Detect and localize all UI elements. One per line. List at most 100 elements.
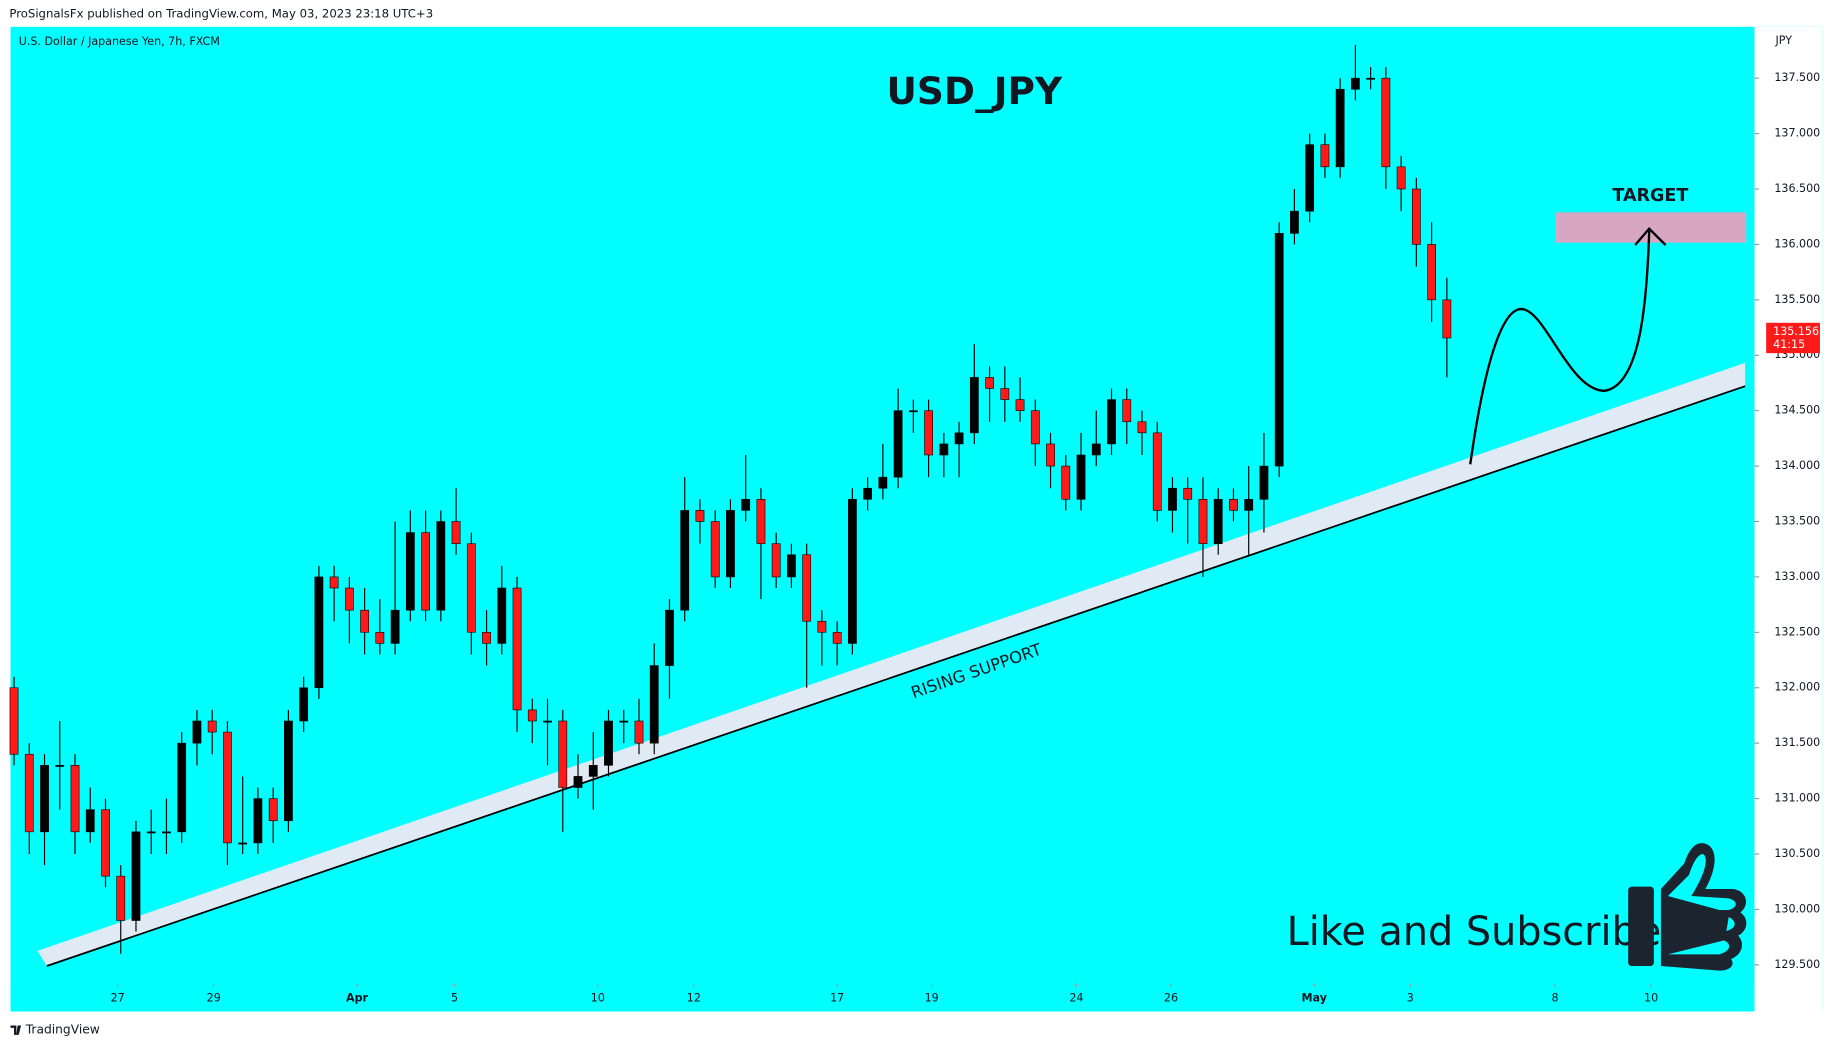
target-zone <box>1555 212 1747 243</box>
candle-body <box>726 510 735 578</box>
candle-body <box>1015 399 1025 411</box>
candle-body <box>131 831 141 921</box>
x-tick-label: 3 <box>1407 992 1414 1005</box>
projection-arrowhead <box>1634 226 1667 246</box>
candle-body <box>878 476 888 489</box>
candle-body <box>1427 244 1436 301</box>
candle-body <box>939 443 949 456</box>
candle-body <box>177 742 187 833</box>
x-tick-label: 12 <box>687 992 701 1005</box>
last-price-label: 135.156 <box>1773 325 1819 338</box>
y-tick-label: 133.000 <box>1774 570 1820 583</box>
candle-body <box>1122 399 1132 423</box>
candle-body <box>70 765 80 833</box>
candle-body <box>405 532 415 611</box>
y-tick-label: 134.000 <box>1774 459 1820 472</box>
x-tick-label: 24 <box>1069 992 1083 1005</box>
candle-body <box>558 720 568 788</box>
candle-body <box>466 543 476 633</box>
candle-body <box>162 831 171 834</box>
candle-body <box>1091 443 1101 456</box>
candle-body <box>253 798 263 844</box>
x-tick-label: May <box>1302 992 1328 1005</box>
x-tick-label: 5 <box>451 992 458 1005</box>
candle-body <box>954 432 964 445</box>
y-tick-label: 137.000 <box>1774 127 1820 140</box>
y-tick-label: 136.000 <box>1774 237 1820 250</box>
candle-body <box>1290 210 1299 234</box>
candle-body <box>1000 388 1010 400</box>
x-tick-label: 10 <box>591 992 605 1005</box>
candle-body <box>238 842 248 845</box>
candle-body <box>268 798 278 822</box>
candle-body <box>192 720 202 744</box>
candle-body <box>1320 144 1330 168</box>
candle-body <box>299 687 309 722</box>
candle-body <box>543 720 552 723</box>
support-band <box>37 362 1746 966</box>
candle-body <box>116 875 126 921</box>
y-tick-label: 133.500 <box>1774 515 1820 528</box>
candle-body <box>1168 487 1177 511</box>
y-tick-label: 135.500 <box>1774 293 1820 306</box>
candle-body <box>695 510 705 522</box>
candle-body <box>1076 454 1086 500</box>
projection-curve <box>1469 230 1651 465</box>
candle-body <box>1411 188 1421 245</box>
x-tick-label: Apr <box>346 992 369 1005</box>
footer-brand: TradingView <box>25 1023 100 1037</box>
candle-body <box>375 632 385 644</box>
candle-body <box>634 720 644 744</box>
candle-body <box>619 720 629 723</box>
candle-body <box>710 521 720 578</box>
candle-body <box>604 720 613 766</box>
publish-header: ProSignalsFx published on TradingView.co… <box>9 7 433 21</box>
candle-body <box>390 609 400 644</box>
candle-body <box>1442 299 1452 339</box>
candle-body <box>817 620 827 633</box>
candle-body <box>101 809 110 877</box>
candle-body <box>969 377 979 434</box>
plot-background <box>10 26 1823 1012</box>
candle-body <box>680 510 690 611</box>
cta-text: Like and Subscribe <box>1287 909 1662 955</box>
candle-body <box>40 765 49 833</box>
candle-body <box>1229 499 1238 511</box>
candle-body <box>1213 499 1223 544</box>
candle-body <box>771 543 781 578</box>
candle-body <box>1061 465 1071 500</box>
y-tick-label: 130.000 <box>1774 902 1820 915</box>
candle-body <box>24 753 34 833</box>
candle-body <box>512 587 522 711</box>
candle-body <box>1366 77 1376 80</box>
x-tick-label: 17 <box>830 992 844 1005</box>
candle-body <box>741 499 751 511</box>
chart-title: USD_JPY <box>887 69 1064 113</box>
time-axis-background <box>10 983 1755 1012</box>
y-tick-label: 131.500 <box>1774 736 1820 749</box>
candle-body <box>329 576 339 589</box>
candle-body <box>588 765 598 777</box>
y-tick-label: 137.500 <box>1774 71 1820 84</box>
candle-body <box>1396 166 1406 190</box>
y-tick-label: 136.500 <box>1774 182 1820 195</box>
x-tick-label: 26 <box>1164 992 1178 1005</box>
candle-body <box>908 410 918 413</box>
candle-body <box>1152 432 1162 511</box>
candle-body <box>1351 77 1360 90</box>
currency-label: JPY <box>1775 34 1793 47</box>
thumbs-up-icon <box>1628 843 1747 971</box>
x-tick-label: 19 <box>925 992 939 1005</box>
candle-body <box>146 831 156 834</box>
candle-body <box>344 587 354 611</box>
candle-body <box>847 499 857 644</box>
candle-body <box>1046 443 1055 467</box>
candle-body <box>284 720 293 822</box>
target-label: TARGET <box>1612 186 1688 206</box>
candle-body <box>1305 144 1315 212</box>
candle-body <box>223 731 232 844</box>
support-line <box>46 385 1746 967</box>
candle-body <box>207 720 217 733</box>
candle-body <box>1107 399 1116 445</box>
